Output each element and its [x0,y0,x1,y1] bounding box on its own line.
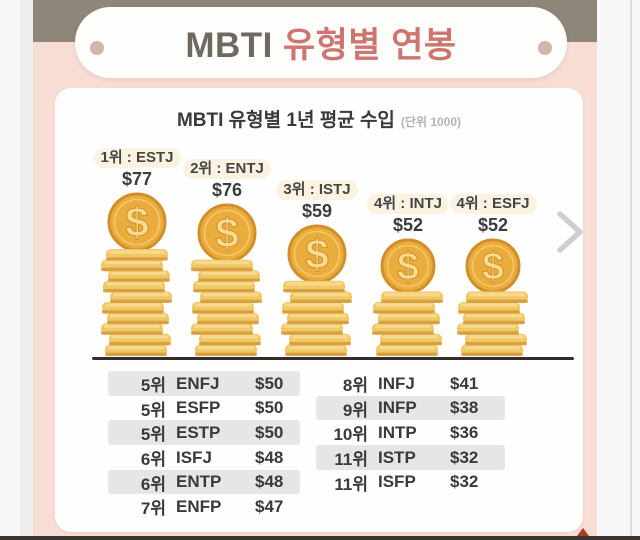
table-row: 10위 INTP $36 [316,420,505,445]
bar-value-label: $76 [211,180,243,200]
dollar-coin-icon: $ [465,238,521,294]
rank-cell: 11위 [334,474,368,494]
next-chevron-icon[interactable] [550,208,590,256]
svg-text:$: $ [482,246,504,289]
rank-cell: 5위 [140,400,166,420]
banner-dot-right-icon [538,41,552,55]
rank-badge: 1위 : ESTJ [93,148,181,168]
coin-pile [281,280,352,356]
coin-stack: 1위 : ESTJ $77 $ [77,148,197,357]
coin-pile [372,291,443,356]
table-row: 5위 ESFP $50 [108,396,300,421]
content-card: MBTI 유형별 1년 평균 수입 (단위 1000) 5위 ENFJ $50 5위 ES… [55,88,583,532]
svg-text:$: $ [125,199,148,246]
chart-unit-note: (단위 1000) [400,115,462,129]
salary-cell: $38 [450,398,479,418]
dollar-coin-icon: $ [380,238,436,294]
svg-text:$: $ [215,210,238,257]
rank-badge: 4위 : INTJ [367,194,449,214]
page-title-prefix: MBTI [185,26,273,65]
salary-cell: $32 [450,472,479,492]
coin-pile [191,259,262,356]
coin-stack: 4위 : ESFJ $52 $ [433,194,553,357]
table-row: 9위 INFP $38 [316,395,505,421]
table-row: 5위 ENFJ $50 [108,371,300,396]
svg-text:$: $ [397,246,419,289]
rank-badge: 4위 : ESFJ [449,194,537,214]
rank-cell: 10위 [333,425,368,445]
banner-dot-left-icon [90,41,104,55]
page-title-rest: 유형별 연봉 [282,26,457,65]
rank-table-right: 8위 INFJ $41 9위 INFP $38 10위 INTP $36 11위 ISTP $32 11… [316,371,505,494]
rank-cell: 6위 [140,450,166,470]
chart-title: MBTI 유형별 1년 평균 수입 [176,110,395,131]
salary-cell: $36 [450,422,479,442]
mbti-type-cell: ESFP [176,398,221,418]
rank-cell: 9위 [342,400,368,420]
right-gutter-line [630,0,632,540]
bar-value-label: $77 [121,169,153,189]
table-row: 6위 ENTP $48 [108,469,300,495]
bar-value-label: $59 [301,201,333,221]
table-row: 8위 INFJ $41 [316,371,505,396]
mbti-type-cell: ISFJ [176,447,212,467]
rank-cell: 7위 [140,499,166,519]
mbti-type-cell: ENTP [176,472,222,492]
coin-pile [457,291,528,356]
rank-cell: 5위 [140,376,166,395]
page-title: MBTI 유형별 연봉 [185,17,456,68]
mbti-type-cell: ISFP [378,472,416,492]
mbti-type-cell: ESTP [176,422,221,442]
rank-badge: 2위 : ENTJ [183,159,271,179]
table-row: 7위 ENFP $47 [108,494,300,519]
coin-pile [101,249,172,356]
title-banner: MBTI 유형별 연봉 [75,7,567,78]
dollar-coin-icon: $ [197,203,257,263]
table-row: 6위 ISFJ $48 [108,445,300,470]
salary-cell: $50 [255,422,284,442]
salary-cell: $48 [255,447,284,467]
dollar-coin-icon: $ [107,192,167,252]
mbti-type-cell: ENFJ [176,373,220,393]
infographic-panel: MBTI 유형별 연봉 MBTI 유형별 1년 평균 수입 (단위 1000) 5위… [33,0,597,540]
mbti-type-cell: INFP [378,398,417,418]
coin-stack: 2위 : ENTJ $76 $ [167,159,287,357]
salary-cell: $48 [255,472,284,492]
salary-cell: $47 [255,496,284,516]
chart-baseline [92,357,574,360]
bottom-bar [0,536,640,540]
salary-cell: $32 [450,447,479,467]
bar-value-label: $52 [392,215,424,235]
table-row: 11위 ISTP $32 [316,445,505,470]
rank-table-left: 5위 ENFJ $50 5위 ESFP $50 5위 ESTP $50 6위 ISFJ $48 6위 EN… [108,371,300,519]
table-row: 11위 ISFP $32 [316,470,505,495]
coin-stack: 3위 : ISTJ $59 $ [257,180,377,357]
coin-stack: 4위 : INTJ $52 $ [348,194,468,357]
mbti-type-cell: INFJ [378,373,415,393]
dollar-coin-icon: $ [287,224,347,284]
rank-cell: 11위 [334,450,368,470]
bar-value-label: $52 [477,215,509,235]
mbti-type-cell: ISTP [378,447,416,467]
rank-cell: 8위 [342,376,368,395]
rank-badge: 3위 : ISTJ [276,180,358,200]
left-gutter [20,0,33,540]
mbti-type-cell: INTP [378,422,417,442]
svg-text:$: $ [305,231,328,278]
salary-cell: $50 [255,373,284,393]
table-row: 5위 ESTP $50 [108,420,300,446]
salary-cell: $41 [450,373,479,393]
mbti-type-cell: ENFP [176,496,222,516]
rank-cell: 5위 [140,425,166,445]
progress-marker [577,528,589,536]
chart-subtitle-row: MBTI 유형별 1년 평균 수입 (단위 1000) [55,105,583,132]
salary-cell: $50 [255,398,284,418]
rank-cell: 6위 [140,474,166,494]
